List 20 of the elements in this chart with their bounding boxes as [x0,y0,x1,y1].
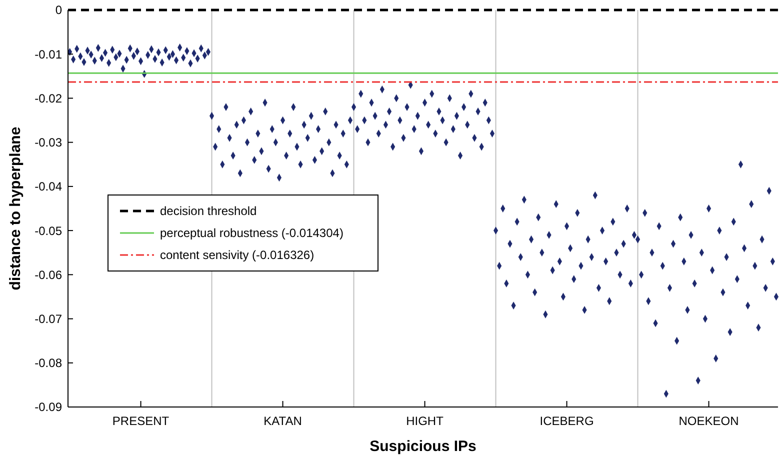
x-tick-label: NOEKEON [678,414,739,428]
legend-label: decision threshold [160,204,257,218]
y-tick-label: -0.02 [34,91,62,106]
y-tick-label: -0.01 [34,47,62,62]
y-tick-label: -0.03 [34,136,62,150]
x-tick-label: PRESENT [112,414,170,428]
y-tick-label: -0.05 [34,224,62,238]
x-tick-label: ICEBERG [540,414,594,428]
y-axis-title: distance to hyperplane [7,126,24,290]
y-tick-label: -0.07 [34,312,62,326]
legend-label: perceptual robustness (-0.014304) [160,226,344,240]
y-tick-label: -0.08 [34,356,62,370]
y-tick-label: 0 [55,3,62,18]
x-axis-title: Suspicious IPs [370,438,476,455]
y-tick-label: -0.09 [34,400,62,414]
y-tick-label: -0.06 [34,268,62,282]
x-tick-label: HIGHT [406,414,444,428]
x-tick-label: KATAN [264,414,302,428]
y-tick-label: -0.04 [34,180,62,194]
legend-label: content sensivity (-0.016326) [160,248,314,262]
